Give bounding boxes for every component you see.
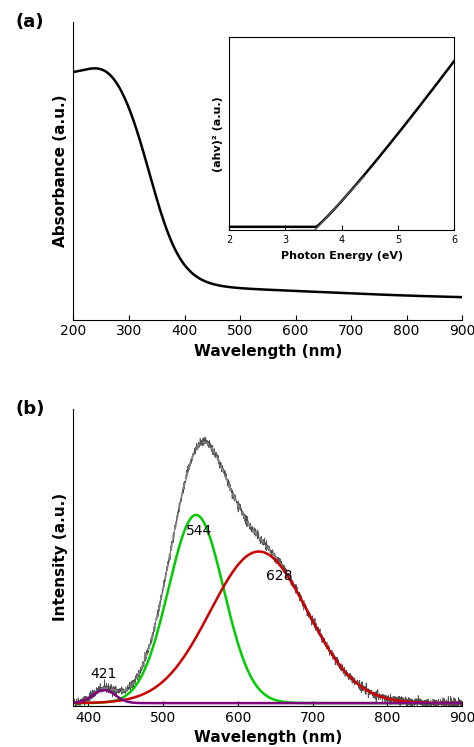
Y-axis label: Absorbance (a.u.): Absorbance (a.u.) bbox=[53, 95, 68, 247]
Text: 421: 421 bbox=[90, 667, 117, 681]
Text: 544: 544 bbox=[186, 524, 212, 538]
Text: (a): (a) bbox=[15, 13, 44, 31]
Y-axis label: Intensity (a.u.): Intensity (a.u.) bbox=[53, 493, 68, 622]
Text: 628: 628 bbox=[266, 568, 293, 583]
X-axis label: Wavelength (nm): Wavelength (nm) bbox=[194, 731, 342, 746]
Text: (b): (b) bbox=[15, 400, 45, 418]
X-axis label: Wavelength (nm): Wavelength (nm) bbox=[194, 344, 342, 359]
